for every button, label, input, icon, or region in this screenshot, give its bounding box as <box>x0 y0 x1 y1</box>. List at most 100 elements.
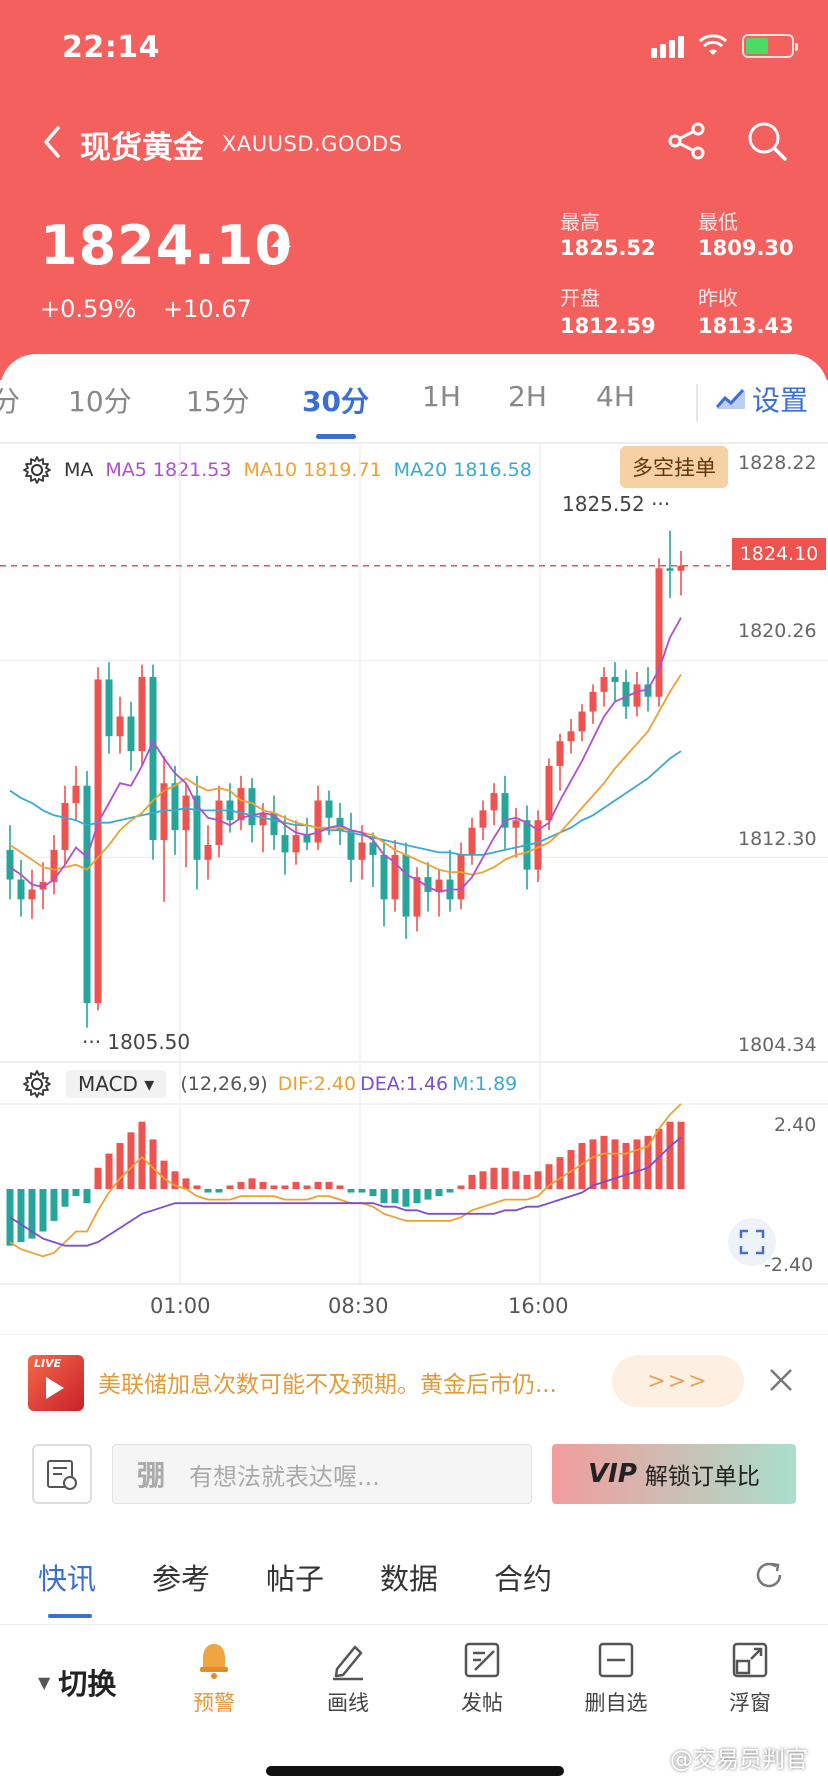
candle-body <box>204 844 212 860</box>
candle-body <box>325 800 333 818</box>
candle-body <box>138 676 146 752</box>
emoji-icon[interactable]: 弸 <box>136 1459 165 1492</box>
candle-body <box>413 877 421 917</box>
tab-news[interactable]: 快讯 <box>38 1562 97 1596</box>
dea-line <box>9 1136 682 1247</box>
tab-timeframe[interactable]: 1H <box>422 380 461 413</box>
candle-body <box>358 842 366 860</box>
candle-body <box>248 788 256 826</box>
candle-body <box>347 830 355 860</box>
candle-body <box>149 676 157 841</box>
candle-body <box>501 793 509 828</box>
search-icon[interactable] <box>744 118 790 164</box>
dif-line <box>9 1103 682 1258</box>
macd-bar <box>204 1189 212 1193</box>
note-button[interactable] <box>32 1444 92 1504</box>
macd-bar <box>479 1171 487 1189</box>
macd-bar <box>523 1174 531 1189</box>
change-amount: +10.67 <box>163 295 252 323</box>
tab-timeframe[interactable]: 2H <box>508 380 547 413</box>
signal-icon <box>651 34 684 58</box>
watermark: @交易员判官 <box>670 1747 808 1773</box>
macd-bar <box>556 1157 564 1189</box>
macd-bar <box>248 1178 256 1189</box>
current-price: 1824.10 <box>40 214 293 277</box>
vip-unlock-button[interactable]: VIP 解锁订单比 <box>552 1444 796 1504</box>
macd-legend: MACD ▾ (12,26,9) DIF:2.40 DEA:1.46 M:1.8… <box>22 1068 517 1100</box>
pen-icon <box>333 1645 363 1681</box>
gear-icon[interactable] <box>22 455 52 485</box>
fullscreen-icon <box>739 1229 765 1255</box>
candle-body <box>72 785 80 803</box>
bottom-toolbar: ▼ 切换 预警 画线 发帖 删自选 <box>0 1624 828 1792</box>
note-icon <box>47 1460 77 1490</box>
tab-reference[interactable]: 参考 <box>152 1562 211 1596</box>
switch-button[interactable]: ▼ 切换 <box>38 1667 117 1701</box>
vip-icon: VIP <box>588 1459 637 1489</box>
tab-posts[interactable]: 帖子 <box>266 1562 325 1596</box>
news-ticker[interactable]: LIVE 美联储加息次数可能不及预期。黄金后市仍... >>> <box>0 1334 828 1426</box>
candle-body <box>39 882 47 890</box>
alert-button[interactable]: 预警 <box>164 1639 264 1717</box>
battery-icon <box>742 34 798 58</box>
candle-body <box>116 716 124 737</box>
macd-bar <box>171 1171 179 1189</box>
tab-timeframe[interactable]: 10分 <box>68 385 132 418</box>
candle-body <box>94 679 102 1004</box>
fullscreen-button[interactable] <box>728 1218 776 1266</box>
settings-label: 设置 <box>752 384 809 417</box>
candle-body <box>402 854 410 917</box>
tab-timeframe[interactable]: 4H <box>596 380 635 413</box>
candle-body <box>435 879 443 892</box>
bell-icon <box>200 1644 228 1679</box>
macd-bar <box>402 1189 410 1207</box>
macd-bar <box>358 1189 366 1193</box>
long-short-orders-button[interactable]: 多空挂单 <box>620 446 728 488</box>
tab-timeframe[interactable]: 分 <box>0 385 21 418</box>
draw-line-button[interactable]: 画线 <box>298 1639 398 1717</box>
candle-body <box>655 568 663 697</box>
back-icon[interactable] <box>38 122 68 162</box>
content-tabs: 快讯 参考 帖子 数据 合约 <box>0 1534 828 1622</box>
post-button[interactable]: 发帖 <box>432 1639 532 1717</box>
candle-body <box>457 854 465 900</box>
open-value: 1812.59 <box>560 314 656 338</box>
news-more-button[interactable]: >>> <box>612 1355 744 1407</box>
home-indicator[interactable] <box>266 1766 564 1776</box>
close-icon[interactable] <box>766 1365 796 1395</box>
macd-bar <box>193 1185 201 1189</box>
candle-body <box>479 810 487 828</box>
macd-bar <box>446 1189 454 1193</box>
low-marker: ··· 1805.50 <box>82 1030 191 1054</box>
ma20-line <box>9 750 682 856</box>
candle-body <box>50 849 58 883</box>
tab-data[interactable]: 数据 <box>380 1562 439 1596</box>
ma5-line <box>9 617 682 893</box>
tab-contract[interactable]: 合约 <box>494 1562 553 1596</box>
macd-bar <box>292 1181 300 1189</box>
remove-watchlist-button[interactable]: 删自选 <box>566 1639 666 1717</box>
live-icon: LIVE <box>28 1355 84 1411</box>
indicator-select[interactable]: MACD ▾ <box>66 1070 167 1098</box>
macd-bar <box>677 1121 685 1189</box>
page-title: 现货黄金 <box>80 130 204 166</box>
refresh-icon[interactable] <box>752 1558 786 1592</box>
macd-bar <box>336 1185 344 1189</box>
open-label: 开盘 <box>560 286 600 310</box>
news-headline[interactable]: 美联储加息次数可能不及预期。黄金后市仍... <box>98 1372 557 1398</box>
tab-timeframe[interactable]: 15分 <box>186 385 250 418</box>
comment-input[interactable]: 弸 有想法就表达喔... <box>112 1444 532 1504</box>
candle-body <box>171 783 179 831</box>
share-icon[interactable] <box>664 118 710 164</box>
tab-timeframe-active[interactable]: 30分 <box>302 385 369 418</box>
macd-bar <box>314 1181 322 1189</box>
macd-bar <box>303 1185 311 1189</box>
macd-bar <box>270 1185 278 1189</box>
price-chart[interactable] <box>0 444 828 1324</box>
float-window-button[interactable]: 浮窗 <box>700 1639 800 1717</box>
active-tab-indicator <box>48 1614 92 1618</box>
chart-settings-button[interactable]: 设置 <box>716 382 809 417</box>
timeframe-tabs: 分 10分 15分 30分 1H 2H 4H 设置 <box>0 354 828 442</box>
gear-icon[interactable] <box>22 1069 52 1099</box>
price-axis-label: 1820.26 <box>738 620 817 642</box>
